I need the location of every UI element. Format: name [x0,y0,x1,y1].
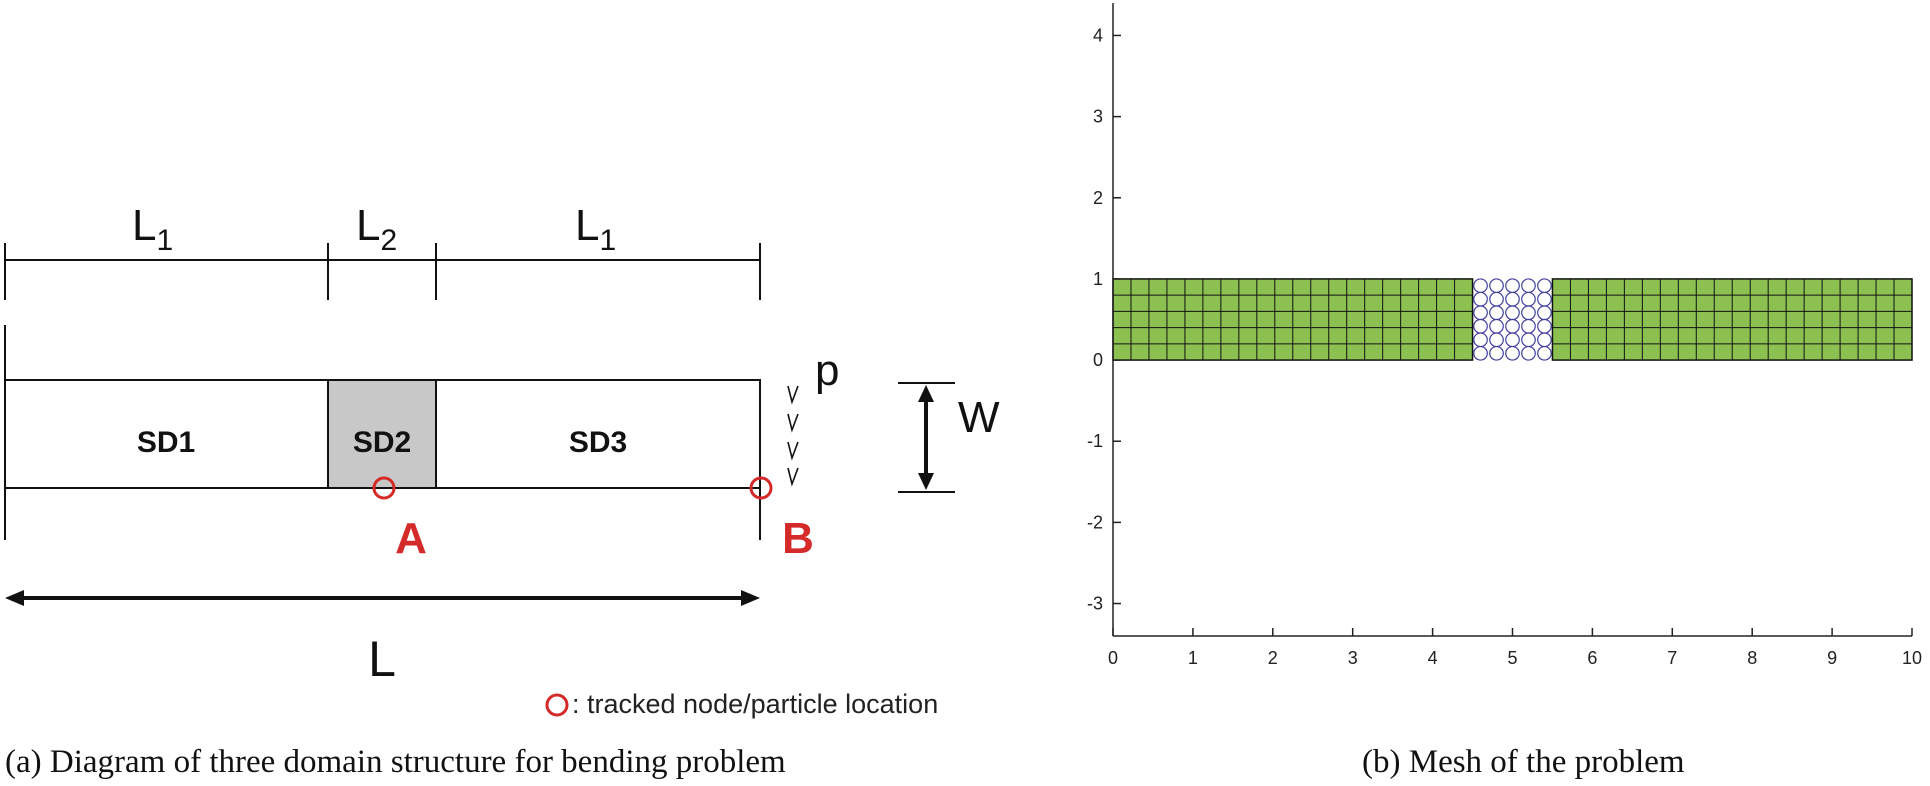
particle [1521,318,1536,334]
point-a-label: A [395,514,427,563]
particle [1505,318,1520,334]
particle [1537,345,1552,361]
particle [1521,332,1536,348]
y-tick-label: 2 [1093,188,1103,208]
particle [1473,305,1488,321]
load-arrow-4 [787,467,799,487]
particle [1489,318,1504,334]
particle [1505,305,1520,321]
dim-label-l2: L2 [356,201,397,257]
particle [1537,318,1552,334]
load-arrow-2 [787,413,799,433]
tracked-point-b-marker [749,476,773,500]
particle [1537,291,1552,307]
load-arrow-3 [787,441,799,461]
dim-label-l1-right: L1 [575,201,616,257]
load-label: p [815,346,839,395]
x-tick-label: 3 [1348,648,1358,668]
particle [1521,345,1536,361]
particle [1537,332,1552,348]
particle [1505,345,1520,361]
particle [1489,305,1504,321]
subdomain-sd1 [4,379,329,489]
x-tick-label: 1 [1188,648,1198,668]
x-tick-label: 7 [1667,648,1677,668]
y-tick-label: 3 [1093,107,1103,127]
particle [1473,291,1488,307]
particle [1505,332,1520,348]
distributed-load-arrows [787,385,799,487]
legend-marker [545,693,569,717]
y-tick-label: -1 [1087,431,1103,451]
length-arrow-head-right [741,590,760,606]
particle [1521,278,1536,294]
width-arrow-head-up [918,385,934,402]
particle [1473,278,1488,294]
length-label: L [368,631,396,687]
tracked-point-a-marker [372,476,396,500]
width-arrow-head-down [918,473,934,490]
length-arrow-head-left [5,590,24,606]
point-b-label: B [782,514,814,563]
legend-text: : tracked node/particle location [572,689,938,719]
particle [1473,318,1488,334]
particle [1521,291,1536,307]
particle-region [1473,278,1552,361]
x-tick-label: 10 [1902,648,1922,668]
y-tick-label: -3 [1087,594,1103,614]
mesh-content [1112,278,1913,361]
particle [1537,305,1552,321]
sd2-label: SD2 [353,426,411,459]
x-ticks: 0 1 2 3 4 5 6 7 8 9 10 [1108,628,1922,668]
y-ticks: 4 3 2 1 0 -1 -2 -3 [1087,25,1121,614]
domain-diagram: L1 L2 L1 SD1 SD2 SD3 p W A B [4,201,1000,780]
particle [1505,291,1520,307]
particle [1473,332,1488,348]
load-arrow-1 [787,385,799,405]
sd1-label: SD1 [137,426,195,459]
sd3-label: SD3 [569,426,627,459]
fe-mesh-region [1551,278,1913,361]
dim-label-l1-left: L1 [132,201,173,257]
particle [1489,291,1504,307]
y-tick-label: 0 [1093,350,1103,370]
y-tick-label: -2 [1087,512,1103,532]
y-tick-label: 4 [1093,25,1103,45]
caption-b: (b) Mesh of the problem [1362,744,1685,780]
particle [1489,332,1504,348]
x-tick-label: 5 [1507,648,1517,668]
x-tick-label: 0 [1108,648,1118,668]
caption-a: (a) Diagram of three domain structure fo… [5,744,786,780]
particle [1521,305,1536,321]
particle [1473,345,1488,361]
x-tick-label: 9 [1827,648,1837,668]
x-tick-label: 8 [1747,648,1757,668]
particle [1505,278,1520,294]
particle [1489,278,1504,294]
y-tick-label: 1 [1093,269,1103,289]
fe-mesh-region [1112,278,1474,361]
width-label: W [958,393,1000,442]
particle [1537,278,1552,294]
x-tick-label: 6 [1587,648,1597,668]
particle [1489,345,1504,361]
x-tick-label: 4 [1428,648,1438,668]
x-tick-label: 2 [1268,648,1278,668]
